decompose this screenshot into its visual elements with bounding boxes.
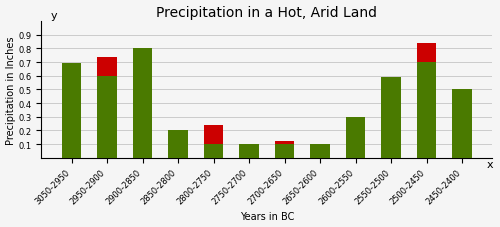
Title: Precipitation in a Hot, Arid Land: Precipitation in a Hot, Arid Land [156,5,378,20]
Bar [168,131,188,158]
Bar [382,78,401,158]
Bar [275,142,294,145]
Bar [204,126,224,158]
Bar [452,90,472,158]
Text: y: y [50,11,57,21]
Bar [310,145,330,158]
Bar [98,57,117,158]
Bar [98,76,117,158]
Bar [275,142,294,158]
Bar [346,117,366,158]
Bar [240,145,259,158]
Bar [204,126,224,145]
Bar [417,44,436,158]
Y-axis label: Precipitation in Inches: Precipitation in Inches [6,36,16,144]
Bar [98,57,117,76]
Text: x: x [487,160,494,169]
Bar [275,145,294,158]
Bar [62,64,82,158]
Bar [204,145,224,158]
Bar [417,63,436,158]
X-axis label: Years in BC: Years in BC [240,212,294,222]
Bar [417,44,436,63]
Bar [133,49,152,158]
